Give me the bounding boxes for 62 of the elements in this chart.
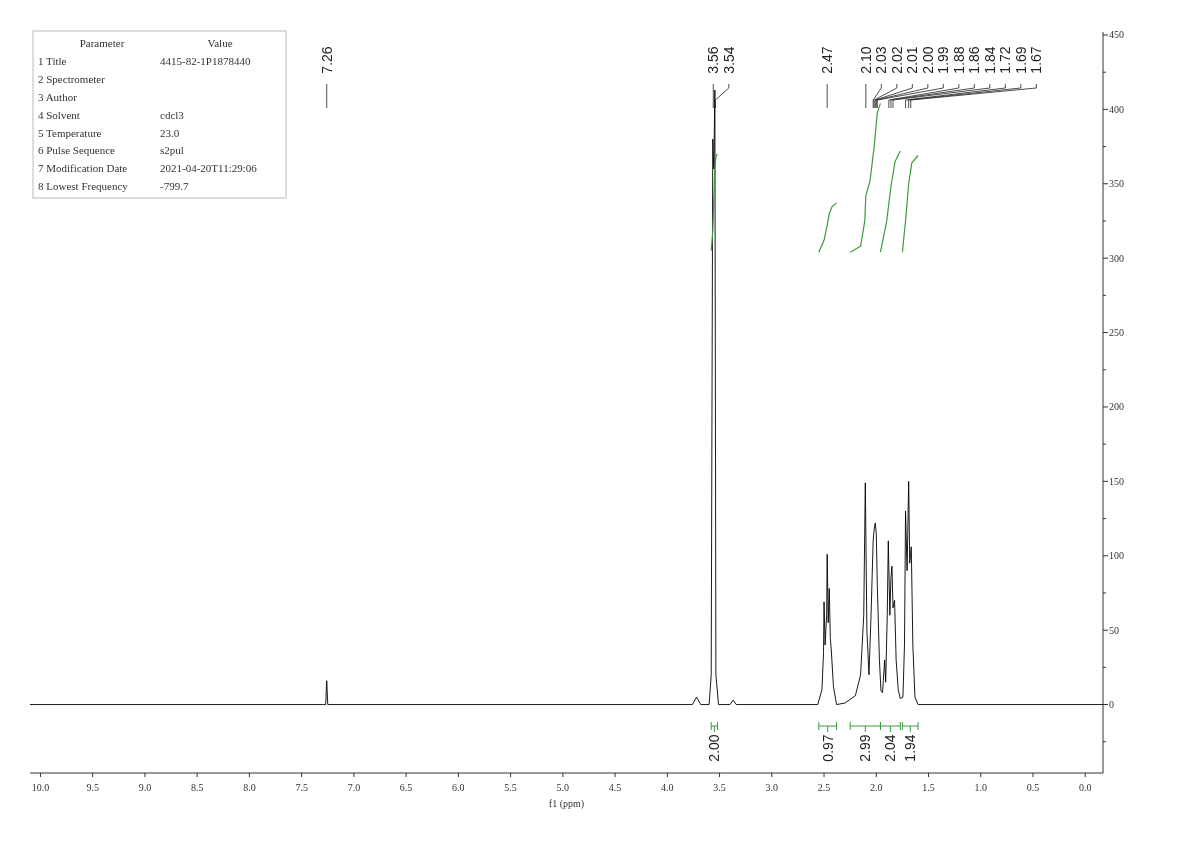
- annotation: 0.97: [819, 734, 836, 762]
- y-tick-label: 200: [1109, 401, 1124, 413]
- annotation: 2.00: [919, 46, 936, 74]
- x-tick-label: 0.5: [1026, 782, 1040, 793]
- annotation: 7.26: [318, 46, 335, 74]
- x-tick-label: 3.5: [713, 782, 726, 793]
- x-tick-label: 7.5: [295, 782, 308, 793]
- annotation: 1.72: [997, 46, 1014, 74]
- x-tick-label: 6.0: [452, 782, 465, 793]
- annotation: 1.69: [1012, 46, 1029, 74]
- annotation: 1.94: [902, 734, 919, 762]
- y-tick-label: 300: [1109, 252, 1124, 264]
- x-tick-label: 4.0: [661, 782, 674, 793]
- x-tick-label: 2.5: [817, 782, 831, 793]
- annotation: 2.10: [857, 46, 874, 74]
- annotation: 3 Author: [38, 90, 78, 103]
- annotation: 2.02: [888, 46, 905, 74]
- annotation: 1.88: [950, 46, 967, 74]
- x-axis-title: f1 (ppm): [548, 798, 585, 810]
- text: 8 Lowest Frequency -799.7: [38, 180, 189, 193]
- x-tick-label: 4.5: [608, 782, 622, 793]
- x-tick-label: 2.0: [870, 782, 883, 793]
- text: 4 Solvent cdcl3: [38, 108, 184, 121]
- x-tick-label: 6.5: [399, 782, 413, 793]
- y-tick-label: 0: [1109, 699, 1114, 711]
- y-tick-label: 50: [1109, 624, 1119, 636]
- annotation: 1.67: [1028, 46, 1045, 74]
- y-tick-label: 150: [1109, 475, 1124, 487]
- annotation: 3.54: [720, 46, 737, 74]
- x-tick-label: 9.0: [138, 782, 152, 793]
- annotation: 2.03: [873, 46, 890, 74]
- x-tick-label: 0.0: [1078, 782, 1092, 793]
- y-tick-label: 250: [1109, 327, 1124, 339]
- text: 7 Modification Date 2021-04-20T11:29:06: [38, 162, 257, 175]
- annotation: 2.99: [857, 734, 874, 762]
- x-tick-label: 5.0: [556, 782, 570, 793]
- x-tick-label: 5.5: [504, 782, 517, 793]
- annotation: 1.99: [935, 46, 952, 74]
- annotation: 2.01: [904, 46, 921, 74]
- x-tick-label: 10.0: [31, 782, 50, 793]
- y-tick-label: 400: [1109, 103, 1124, 115]
- text: 1 Title 4415-82-1P1878440: [38, 54, 251, 67]
- annotation: 3.56: [705, 46, 722, 74]
- text: 6 Pulse Sequence s2pul: [38, 144, 184, 157]
- x-tick-label: 1.5: [922, 782, 935, 793]
- x-tick-label: 7.0: [347, 782, 361, 793]
- y-tick-label: 100: [1109, 550, 1124, 562]
- x-tick-label: 8.0: [243, 782, 256, 793]
- y-tick-label: 450: [1109, 29, 1124, 41]
- x-tick-label: 1.0: [974, 782, 988, 793]
- annotation: 2 Spectrometer: [38, 72, 106, 85]
- text: Parameter Value: [79, 37, 233, 49]
- annotation: 2.47: [819, 46, 836, 74]
- text: 5 Temperature 23.0: [38, 126, 180, 139]
- annotation: 2.00: [706, 734, 723, 762]
- annotation: 2.04: [882, 734, 899, 762]
- annotation: 1.84: [981, 46, 998, 74]
- x-tick-label: 9.5: [86, 782, 99, 793]
- annotation: 1.86: [966, 46, 983, 74]
- x-tick-label: 3.0: [765, 782, 779, 793]
- y-tick-label: 350: [1109, 178, 1124, 190]
- x-tick-label: 8.5: [190, 782, 204, 793]
